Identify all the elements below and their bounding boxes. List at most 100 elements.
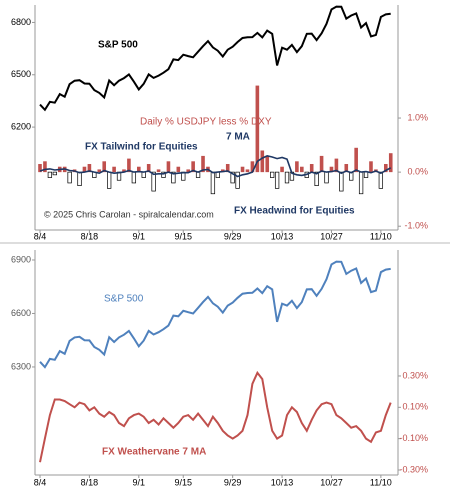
x-tick-label: 10/13 — [271, 477, 294, 487]
bar — [334, 158, 339, 173]
bar — [255, 85, 260, 173]
bar — [250, 161, 255, 173]
x-tick-label: 11/10 — [370, 477, 392, 487]
annotation: FX Headwind for Equities — [234, 206, 355, 217]
x-tick-label: 8/18 — [81, 477, 99, 487]
bar — [47, 171, 53, 178]
bar — [314, 171, 319, 186]
bar — [245, 169, 250, 173]
y2-tick-label: 1.0% — [407, 112, 428, 122]
x-tick-label: 10/27 — [320, 477, 343, 487]
bar — [384, 164, 388, 173]
bar — [97, 169, 102, 173]
bar — [225, 164, 230, 173]
y-tick-label: 6200 — [11, 121, 31, 131]
x-tick-label: 8/4 — [34, 231, 47, 241]
bar — [67, 171, 72, 184]
x-tick-label: 9/1 — [133, 231, 146, 241]
line — [39, 260, 391, 369]
y2-tick-label: -0.30% — [399, 464, 428, 474]
x-tick-label: 9/29 — [224, 231, 242, 241]
bar — [146, 164, 151, 173]
bar — [295, 161, 299, 173]
line — [39, 5, 391, 112]
x-tick-label: 8/18 — [81, 231, 99, 241]
bar — [191, 161, 195, 173]
y-tick-label: 6900 — [11, 254, 31, 264]
bar — [388, 153, 393, 173]
y-tick-label: 6300 — [11, 361, 31, 371]
line — [39, 370, 392, 463]
y2-tick-label: -1.0% — [404, 221, 428, 231]
bar — [102, 161, 107, 173]
bar — [195, 171, 201, 178]
y-tick-label: 6500 — [11, 69, 31, 79]
annotation: © 2025 Chris Carolan - spiralcalendar.co… — [44, 209, 214, 219]
bar — [112, 166, 116, 173]
bar — [43, 161, 47, 173]
bar — [171, 171, 176, 184]
y2-tick-label: 0.0% — [407, 167, 428, 177]
x-tick-label: 11/10 — [370, 231, 392, 241]
x-tick-label: 8/4 — [34, 477, 47, 487]
bar — [284, 171, 290, 184]
bar — [131, 171, 137, 184]
x-tick-label: 9/1 — [133, 477, 146, 487]
annotation: FX Tailwind for Equities — [85, 142, 198, 153]
series-label: S&P 500 — [98, 40, 138, 51]
bar — [87, 164, 92, 173]
series-label: Daily % USDJPY less % DXY — [140, 117, 272, 128]
bar — [260, 150, 265, 173]
bar — [230, 171, 235, 184]
series-label: FX Weathervane 7 MA — [102, 447, 206, 458]
y2-tick-label: 0.10% — [402, 402, 428, 412]
x-tick-label: 10/27 — [320, 231, 343, 241]
bar — [309, 164, 314, 173]
series-label: 7 MA — [226, 132, 250, 143]
bar — [319, 155, 324, 173]
bar — [52, 171, 57, 176]
bar — [265, 155, 270, 173]
bar — [358, 171, 364, 195]
bar — [151, 171, 156, 192]
x-tick-label: 9/29 — [224, 477, 242, 487]
bar — [369, 161, 373, 173]
bar — [300, 166, 304, 173]
bar — [186, 169, 190, 173]
bar — [82, 166, 87, 173]
bar — [363, 171, 369, 178]
bar — [156, 169, 161, 173]
bar — [270, 171, 275, 178]
x-tick-label: 9/15 — [174, 477, 192, 487]
bar — [166, 161, 171, 173]
y2-tick-label: 0.30% — [402, 370, 428, 380]
y2-tick-label: -0.10% — [399, 433, 428, 443]
bar — [354, 147, 358, 173]
bar — [274, 171, 280, 189]
bar — [378, 171, 384, 189]
bar — [141, 171, 146, 178]
bar — [176, 166, 181, 173]
bar — [280, 166, 284, 173]
bar — [77, 171, 82, 186]
bar — [107, 171, 112, 189]
bar — [210, 171, 216, 195]
bar — [235, 171, 240, 189]
bar — [240, 166, 245, 173]
bar — [201, 155, 205, 173]
bar — [161, 171, 166, 178]
x-tick-label: 10/13 — [271, 231, 294, 241]
series-label: S&P 500 — [104, 294, 144, 305]
bar — [38, 164, 42, 173]
bar — [137, 166, 141, 173]
bar — [344, 164, 349, 173]
y-tick-label: 6800 — [11, 17, 31, 27]
bar — [220, 169, 225, 173]
line — [39, 155, 392, 178]
y-tick-label: 6600 — [11, 308, 31, 318]
bar — [329, 166, 334, 173]
bar — [122, 169, 126, 173]
bar — [339, 171, 344, 192]
x-tick-label: 9/15 — [174, 231, 192, 241]
